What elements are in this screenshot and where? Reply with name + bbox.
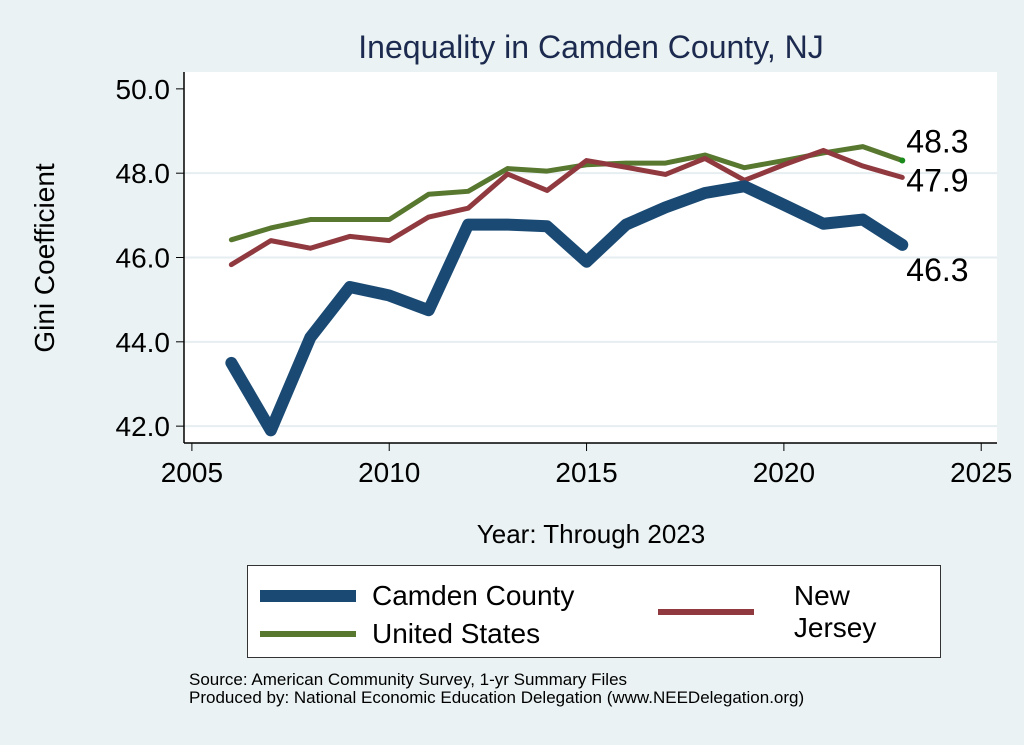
legend-item-new-jersey: New Jersey	[658, 580, 940, 644]
legend-label: New Jersey	[793, 580, 877, 643]
legend-item-camden-county: Camden County	[260, 580, 574, 612]
footer: Source: American Community Survey, 1-yr …	[189, 671, 804, 707]
series-line-united-states	[228, 144, 905, 243]
series-line-camden-county	[225, 180, 909, 437]
y-tick-label: 44.0	[116, 327, 171, 358]
x-tick-label: 2020	[753, 457, 815, 488]
produced-by-note: Produced by: National Economic Education…	[189, 688, 805, 707]
y-tick-label: 48.0	[116, 158, 171, 189]
x-tick-label: 2005	[161, 457, 223, 488]
legend-item-united-states: United States	[260, 618, 540, 650]
y-tick-label: 50.0	[116, 74, 171, 105]
legend-label: United States	[372, 618, 541, 649]
y-tick-label: 42.0	[116, 411, 171, 442]
legend-swatch-camden-county	[260, 590, 356, 602]
legend-swatch-new-jersey	[658, 609, 754, 615]
series-group	[225, 144, 909, 437]
end-label-united-states: 48.3	[906, 124, 968, 160]
end-label-new-jersey: 47.9	[906, 162, 968, 198]
axes: 42.0 44.0 46.0 48.0 50.0 2005 2010 2015 2020 2025	[116, 72, 1012, 488]
legend-label: Camden County	[372, 580, 575, 611]
x-tick-label: 2015	[555, 457, 617, 488]
chart-title: Inequality in Camden County, NJ	[358, 29, 823, 65]
x-tick-label: 2025	[950, 457, 1012, 488]
legend-swatch-united-states	[260, 631, 356, 637]
end-label-camden-county: 46.3	[906, 252, 968, 288]
y-axis-label: Gini Coefficient	[29, 163, 60, 353]
y-tick-label: 46.0	[116, 243, 171, 274]
series-line-new-jersey	[228, 147, 905, 268]
end-point-marker	[899, 157, 906, 164]
source-note: Source: American Community Survey, 1-yr …	[189, 670, 628, 689]
x-tick-label: 2010	[358, 457, 420, 488]
x-axis-label: Year: Through 2023	[477, 519, 705, 549]
end-labels: 46.3 47.948.3	[906, 124, 968, 288]
legend: Camden County New Jersey United States	[247, 565, 941, 658]
